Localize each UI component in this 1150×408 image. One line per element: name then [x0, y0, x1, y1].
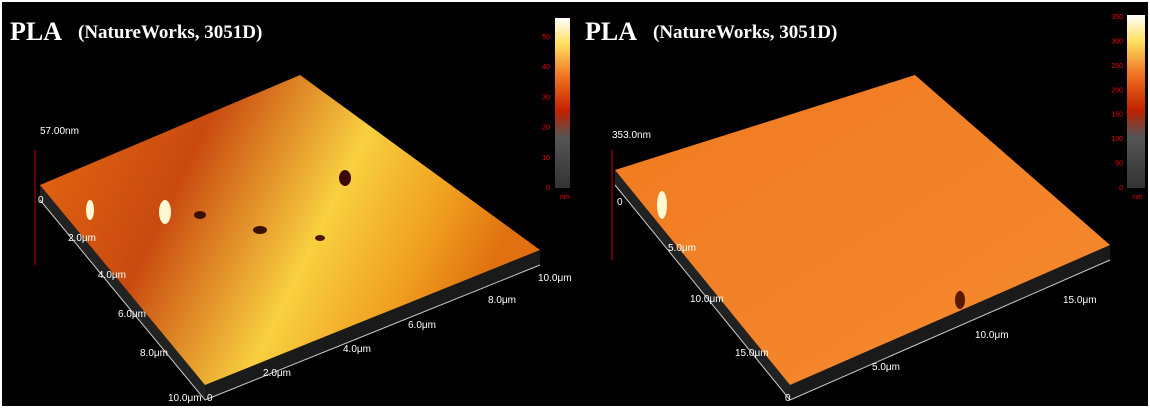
axis-label: 10.0μm — [690, 294, 724, 305]
colorbar-tick-label: 0 — [546, 185, 550, 192]
colorbar-tick-label: 40 — [542, 64, 550, 71]
axis-label: 10.0μm — [538, 273, 572, 284]
panel-title: PLA — [585, 17, 637, 46]
z-range-label: 57.00nm — [40, 126, 79, 137]
colorbar-tick-label: 50 — [542, 34, 550, 41]
base-axis — [614, 184, 1111, 401]
surface-side — [790, 245, 1110, 400]
surface-side — [615, 170, 790, 400]
peak — [86, 200, 94, 220]
axis-label: 0 — [207, 393, 213, 404]
panel-subtitle: (NatureWorks, 3051D) — [78, 22, 262, 43]
panel-subtitle: (NatureWorks, 3051D) — [653, 22, 837, 43]
axis-label: 6.0μm — [118, 309, 146, 320]
colorbar-tick-label: 0 — [1119, 185, 1123, 192]
surface — [615, 75, 1110, 385]
surface — [40, 75, 540, 385]
axis-label: 2.0μm — [68, 233, 96, 244]
axis-label: 5.0μm — [872, 362, 900, 373]
axis-label: 0 — [617, 197, 623, 208]
colorbar-unit: nm — [1133, 194, 1143, 201]
colorbar-tick-label: 20 — [542, 125, 550, 132]
axis-label: 0 — [785, 393, 791, 404]
pit — [194, 211, 206, 219]
surface-side — [40, 185, 205, 400]
colorbar-tick-label: 350 — [1111, 14, 1123, 21]
axis-label: 8.0μm — [140, 348, 168, 359]
peak — [657, 191, 667, 219]
pit — [315, 235, 325, 241]
colorbar — [1127, 15, 1145, 188]
z-range-label: 353.0nm — [612, 130, 651, 141]
axis-label: 6.0μm — [408, 320, 436, 331]
pit — [339, 170, 351, 186]
pit — [253, 226, 267, 234]
axis-label: 10.0μm — [975, 330, 1009, 341]
colorbar-tick-label: 200 — [1111, 87, 1123, 94]
colorbar-tick-label: 250 — [1111, 63, 1123, 70]
panel-title: PLA — [10, 17, 62, 46]
axis-label: 10.0μm — [168, 393, 202, 404]
colorbar-tick-label: 50 — [1115, 161, 1123, 168]
axis-label: 8.0μm — [488, 295, 516, 306]
axis-label: 15.0μm — [735, 348, 769, 359]
colorbar-tick-label: 150 — [1111, 112, 1123, 119]
axis-label: 4.0μm — [343, 344, 371, 355]
peak — [159, 200, 171, 224]
axis-label: 5.0μm — [668, 243, 696, 254]
colorbar-tick-label: 100 — [1111, 136, 1123, 143]
axis-label: 2.0μm — [263, 368, 291, 379]
colorbar-unit: nm — [560, 194, 570, 201]
pit — [955, 291, 965, 309]
colorbar-tick-label: 300 — [1111, 38, 1123, 45]
colorbar-tick-label: 30 — [542, 94, 550, 101]
axis-label: 0 — [38, 195, 44, 206]
axis-label: 4.0μm — [98, 270, 126, 281]
colorbar — [555, 18, 570, 188]
axis-label: 15.0μm — [1063, 295, 1097, 306]
surface-side — [205, 250, 540, 400]
colorbar-tick-label: 10 — [542, 155, 550, 162]
base-axis — [39, 199, 541, 401]
